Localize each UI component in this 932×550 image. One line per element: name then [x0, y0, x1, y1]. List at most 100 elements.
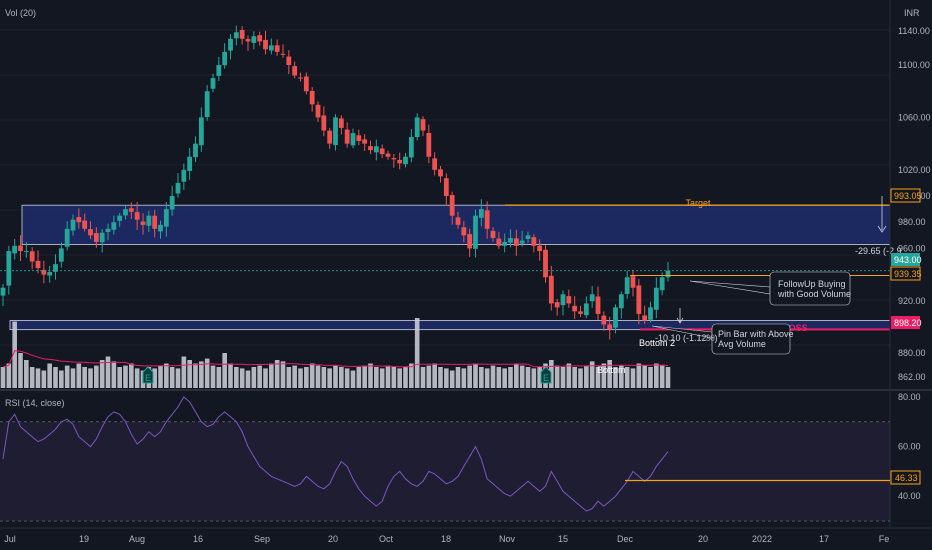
- candle[interactable]: [163, 201, 169, 237]
- candle[interactable]: [251, 31, 257, 50]
- candle[interactable]: [134, 201, 140, 230]
- candle[interactable]: [613, 304, 618, 334]
- candle[interactable]: [438, 166, 443, 183]
- candle[interactable]: [461, 220, 467, 243]
- candle[interactable]: [554, 298, 560, 316]
- candle[interactable]: [583, 296, 589, 319]
- candle[interactable]: [403, 152, 408, 168]
- candle[interactable]: [478, 199, 484, 227]
- candle[interactable]: [327, 127, 333, 149]
- candle[interactable]: [233, 25, 239, 46]
- candle[interactable]: [350, 128, 356, 149]
- candle[interactable]: [76, 208, 82, 229]
- candle[interactable]: [548, 265, 554, 311]
- candle[interactable]: [338, 115, 344, 135]
- candle[interactable]: [198, 107, 204, 152]
- candle[interactable]: [589, 286, 595, 308]
- earnings-marker[interactable]: E: [540, 366, 552, 384]
- candle[interactable]: [420, 116, 426, 137]
- candle[interactable]: [35, 250, 41, 274]
- candle[interactable]: [70, 214, 76, 236]
- candle[interactable]: [578, 306, 583, 317]
- rsi-indicator-label[interactable]: RSI (14, close): [5, 398, 65, 408]
- candle[interactable]: [344, 122, 350, 148]
- time-axis[interactable]: Jul 19 Aug 16 Sep 20 Oct 18 Nov 15 Dec 20 2022 17 Fe: [4, 534, 889, 544]
- candle[interactable]: [607, 316, 613, 340]
- candle[interactable]: [257, 31, 263, 46]
- volume-indicator-label[interactable]: Vol (20): [5, 8, 36, 18]
- candle[interactable]: [630, 269, 636, 297]
- candle[interactable]: [519, 230, 525, 247]
- candle[interactable]: [648, 301, 653, 323]
- candle[interactable]: [309, 86, 315, 112]
- candle[interactable]: [99, 229, 105, 253]
- candle[interactable]: [105, 223, 111, 241]
- candle[interactable]: [362, 134, 368, 151]
- candle[interactable]: [29, 247, 35, 270]
- candle[interactable]: [373, 139, 379, 161]
- candle[interactable]: [268, 38, 274, 55]
- candle[interactable]: [216, 56, 222, 81]
- candle[interactable]: [140, 213, 146, 235]
- candle[interactable]: [152, 209, 158, 238]
- candle[interactable]: [175, 173, 181, 198]
- candle[interactable]: [525, 231, 531, 243]
- candle[interactable]: [601, 311, 607, 331]
- candle[interactable]: [636, 279, 642, 325]
- candle[interactable]: [467, 228, 473, 257]
- candle[interactable]: [82, 213, 88, 232]
- candle[interactable]: [653, 277, 659, 319]
- candle[interactable]: [210, 73, 216, 93]
- earnings-marker[interactable]: E: [142, 366, 154, 384]
- candle[interactable]: [18, 235, 23, 261]
- candle[interactable]: [414, 113, 420, 141]
- candle[interactable]: [572, 296, 578, 319]
- candle[interactable]: [146, 210, 152, 233]
- candle[interactable]: [496, 231, 502, 249]
- target-label[interactable]: Target: [685, 198, 711, 208]
- candle[interactable]: [274, 39, 280, 56]
- candle[interactable]: [537, 239, 543, 261]
- candle[interactable]: [321, 106, 327, 137]
- candle[interactable]: [484, 201, 490, 239]
- candle[interactable]: [158, 220, 163, 239]
- candle[interactable]: [303, 72, 309, 95]
- candle[interactable]: [41, 260, 47, 284]
- candle[interactable]: [391, 153, 397, 168]
- candle[interactable]: [64, 221, 70, 251]
- candle[interactable]: [560, 290, 566, 316]
- candle[interactable]: [117, 213, 123, 227]
- candle[interactable]: [187, 148, 193, 180]
- candle[interactable]: [181, 163, 187, 190]
- candle[interactable]: [665, 262, 671, 282]
- candle[interactable]: [508, 229, 513, 248]
- candle[interactable]: [531, 234, 537, 253]
- candle[interactable]: [566, 289, 572, 308]
- pinbar-callout[interactable]: [711, 323, 791, 355]
- candle[interactable]: [595, 286, 601, 321]
- candle[interactable]: [408, 129, 414, 163]
- candle[interactable]: [455, 211, 461, 229]
- candle[interactable]: [618, 291, 624, 319]
- candle[interactable]: [6, 245, 12, 295]
- candle[interactable]: [315, 101, 321, 122]
- candle[interactable]: [263, 30, 268, 55]
- candle[interactable]: [356, 129, 362, 146]
- candle[interactable]: [543, 245, 548, 283]
- candle[interactable]: [245, 35, 251, 51]
- candle[interactable]: [490, 227, 496, 242]
- candle[interactable]: [0, 283, 6, 307]
- candle[interactable]: [169, 185, 175, 216]
- candle[interactable]: [280, 44, 286, 58]
- candle[interactable]: [47, 265, 53, 283]
- candle[interactable]: [473, 209, 478, 258]
- candle[interactable]: [502, 233, 508, 253]
- candle[interactable]: [23, 241, 29, 258]
- candle[interactable]: [368, 140, 373, 155]
- followup-callout[interactable]: [769, 271, 851, 306]
- candle[interactable]: [58, 242, 64, 268]
- candle[interactable]: [292, 61, 298, 79]
- candle[interactable]: [12, 238, 18, 260]
- candle[interactable]: [228, 33, 233, 60]
- rsi-line[interactable]: [2, 396, 669, 512]
